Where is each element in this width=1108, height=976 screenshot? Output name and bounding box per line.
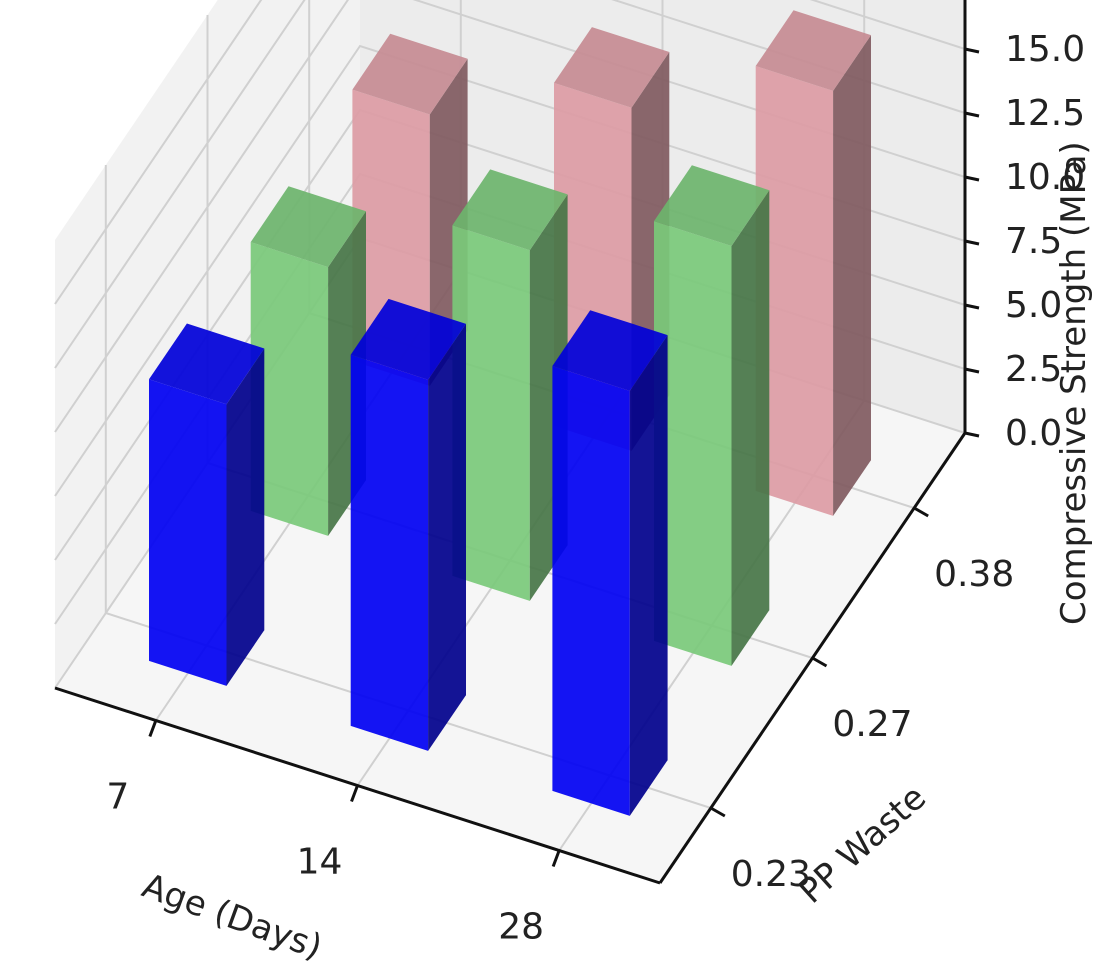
bar xyxy=(654,165,770,666)
y-tick-label: 0.38 xyxy=(934,554,1014,595)
x-tick-mark xyxy=(551,849,561,868)
bar xyxy=(452,169,568,601)
bar-front-face xyxy=(552,366,630,816)
bar xyxy=(250,186,366,536)
bar xyxy=(350,298,466,751)
bar xyxy=(552,310,668,816)
y-axis-label: PP Waste xyxy=(791,778,934,912)
z-tick-label: 2.5 xyxy=(1005,349,1062,390)
x-tick-mark xyxy=(350,784,359,803)
z-tick-label: 7.5 xyxy=(1005,221,1062,262)
y-tick-label: 0.27 xyxy=(832,704,912,745)
z-gridline xyxy=(54,0,966,305)
y-gridline xyxy=(104,165,712,809)
z-tick-mark xyxy=(964,47,980,54)
x-tick-label: 7 xyxy=(106,777,129,818)
y-tick-mark xyxy=(811,656,828,668)
bar-side-face xyxy=(833,35,871,516)
bar-side-face xyxy=(629,335,668,816)
x-tick-label: 28 xyxy=(498,907,544,948)
bar-front-face xyxy=(149,379,227,686)
z-tick-mark xyxy=(964,431,980,438)
z-axis-label: Compressive Strength (MPa) xyxy=(1054,141,1094,625)
z-tick-label: 0.0 xyxy=(1005,413,1062,454)
z-tick-mark xyxy=(964,175,980,182)
bar xyxy=(755,10,871,516)
bar-top-face xyxy=(654,165,770,246)
bar-side-face xyxy=(428,323,466,751)
z-tick-mark xyxy=(964,239,980,246)
bar-front-face xyxy=(350,354,429,751)
bar-front-face xyxy=(755,66,834,516)
bar-top-face xyxy=(552,310,668,391)
x-tick-label: 14 xyxy=(297,842,343,883)
z-tick-mark xyxy=(964,303,980,310)
z-tick-label: 10.0 xyxy=(1005,157,1085,198)
bar-top-face xyxy=(554,27,670,108)
bar-front-face xyxy=(452,225,530,601)
y-tick-mark xyxy=(710,806,726,818)
bar-top-face xyxy=(352,33,468,115)
z-tick-label: 5.0 xyxy=(1005,285,1062,326)
chart-axes: 7 14 28 0.23 0.27 0.38 0.0 2.5 5.0 7.5 10.0 12.5 15.… xyxy=(54,0,1085,948)
bar-top-face xyxy=(755,10,871,91)
y-tick-label: 0.23 xyxy=(731,854,811,895)
y-tick-mark xyxy=(913,506,929,518)
z-gridline xyxy=(54,0,966,369)
z-tick-mark xyxy=(964,111,980,118)
x-tick-mark xyxy=(148,719,158,738)
z-tick-mark xyxy=(964,367,980,374)
bar xyxy=(149,323,265,686)
bar-top-face xyxy=(350,298,466,380)
bar-front-face xyxy=(250,242,329,536)
z-tick-label: 12.5 xyxy=(1005,93,1085,134)
bar-side-face xyxy=(226,348,265,686)
bar-side-face xyxy=(731,190,770,666)
bar-top-face xyxy=(452,169,568,251)
chart-bars xyxy=(149,10,871,816)
bar-top-face xyxy=(250,186,366,268)
bar-front-face xyxy=(654,221,732,666)
bar-top-face xyxy=(149,323,265,405)
z-tick-label: 15.0 xyxy=(1005,29,1085,70)
